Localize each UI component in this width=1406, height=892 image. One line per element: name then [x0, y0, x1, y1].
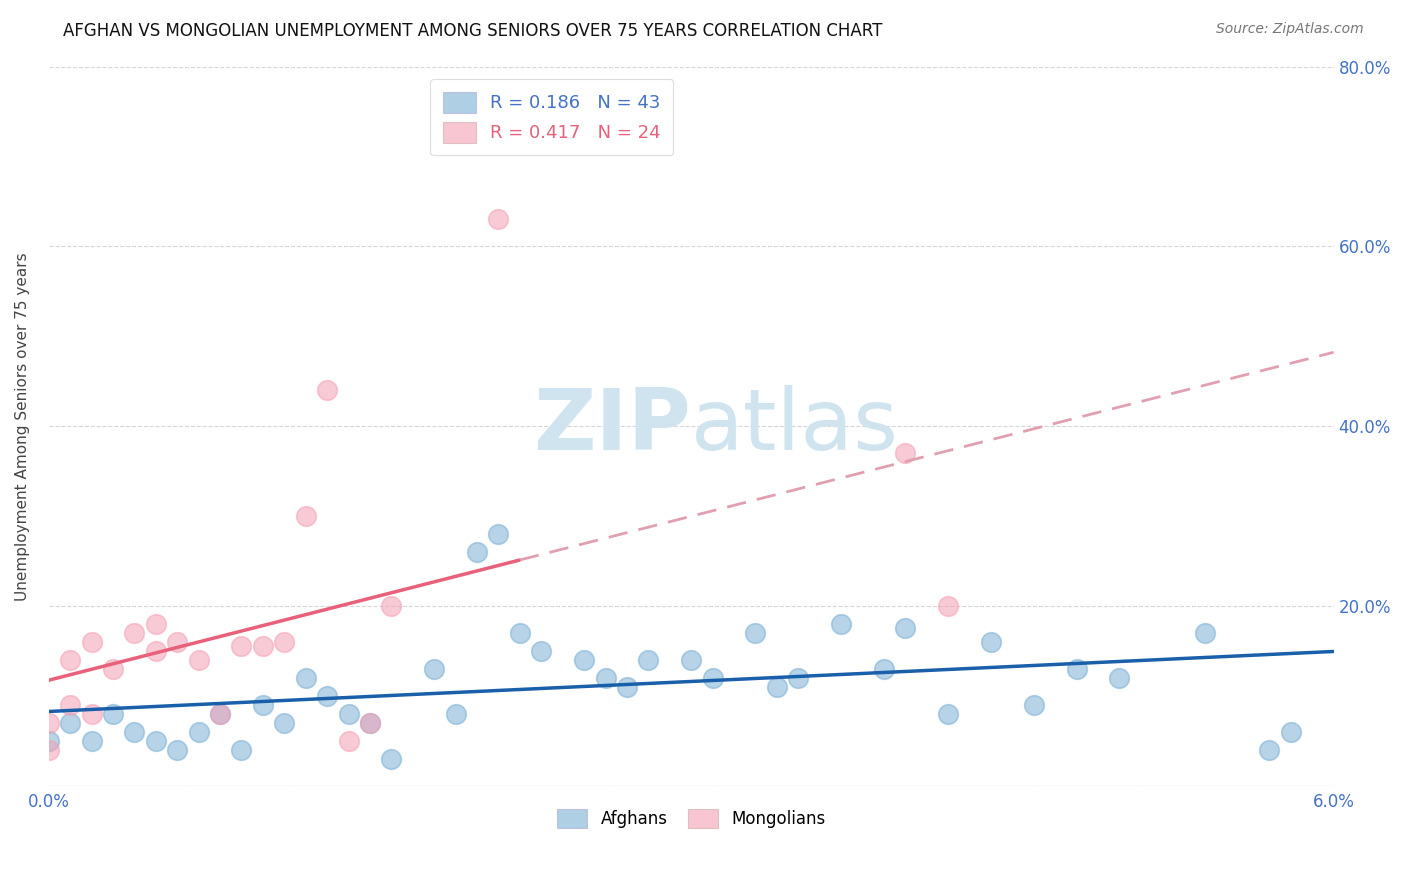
Point [145, 644, 167, 658]
Point [1066, 662, 1088, 676]
Point [787, 671, 810, 685]
Legend: Afghans, Mongolians: Afghans, Mongolians [551, 803, 832, 835]
Point [1022, 698, 1045, 712]
Point [59, 698, 82, 712]
Point [80, 635, 103, 649]
Point [616, 680, 638, 694]
Point [294, 671, 316, 685]
Point [124, 724, 146, 739]
Point [423, 662, 446, 676]
Point [359, 715, 381, 730]
Point [273, 635, 295, 649]
Point [1194, 626, 1216, 640]
Point [38, 715, 60, 730]
Point [337, 734, 360, 748]
Point [637, 653, 659, 667]
Point [252, 698, 274, 712]
Point [187, 653, 209, 667]
Point [145, 617, 167, 632]
Point [101, 662, 124, 676]
Point [316, 383, 339, 397]
Point [1108, 671, 1130, 685]
Point [380, 752, 402, 766]
Point [252, 640, 274, 654]
Text: Source: ZipAtlas.com: Source: ZipAtlas.com [1216, 22, 1364, 37]
Point [894, 622, 917, 636]
Point [830, 617, 852, 632]
Point [145, 734, 167, 748]
Point [936, 706, 959, 721]
Point [894, 446, 917, 460]
Point [766, 680, 789, 694]
Point [530, 644, 553, 658]
Point [488, 527, 510, 541]
Point [980, 635, 1002, 649]
Point [80, 706, 103, 721]
Point [1279, 724, 1302, 739]
Point [936, 599, 959, 613]
Point [316, 689, 339, 703]
Point [380, 599, 402, 613]
Point [702, 671, 724, 685]
Point [359, 715, 381, 730]
Text: AFGHAN VS MONGOLIAN UNEMPLOYMENT AMONG SENIORS OVER 75 YEARS CORRELATION CHART: AFGHAN VS MONGOLIAN UNEMPLOYMENT AMONG S… [63, 22, 883, 40]
Point [595, 671, 617, 685]
Point [294, 509, 316, 524]
Point [444, 706, 467, 721]
Point [209, 706, 232, 721]
Point [1258, 743, 1281, 757]
Point [209, 706, 232, 721]
Point [465, 545, 488, 559]
Point [488, 212, 510, 227]
Point [80, 734, 103, 748]
Point [572, 653, 595, 667]
Point [166, 743, 188, 757]
Point [231, 743, 253, 757]
Point [187, 724, 209, 739]
Point [59, 715, 82, 730]
Point [101, 706, 124, 721]
Y-axis label: Unemployment Among Seniors over 75 years: Unemployment Among Seniors over 75 years [15, 252, 30, 600]
Point [681, 653, 703, 667]
Point [337, 706, 360, 721]
Point [744, 626, 766, 640]
Point [124, 626, 146, 640]
Point [59, 653, 82, 667]
Point [38, 734, 60, 748]
Point [873, 662, 896, 676]
Point [231, 640, 253, 654]
Text: ZIP: ZIP [533, 384, 692, 467]
Point [273, 715, 295, 730]
Point [38, 743, 60, 757]
Point [509, 626, 531, 640]
Text: atlas: atlas [692, 384, 900, 467]
Point [166, 635, 188, 649]
